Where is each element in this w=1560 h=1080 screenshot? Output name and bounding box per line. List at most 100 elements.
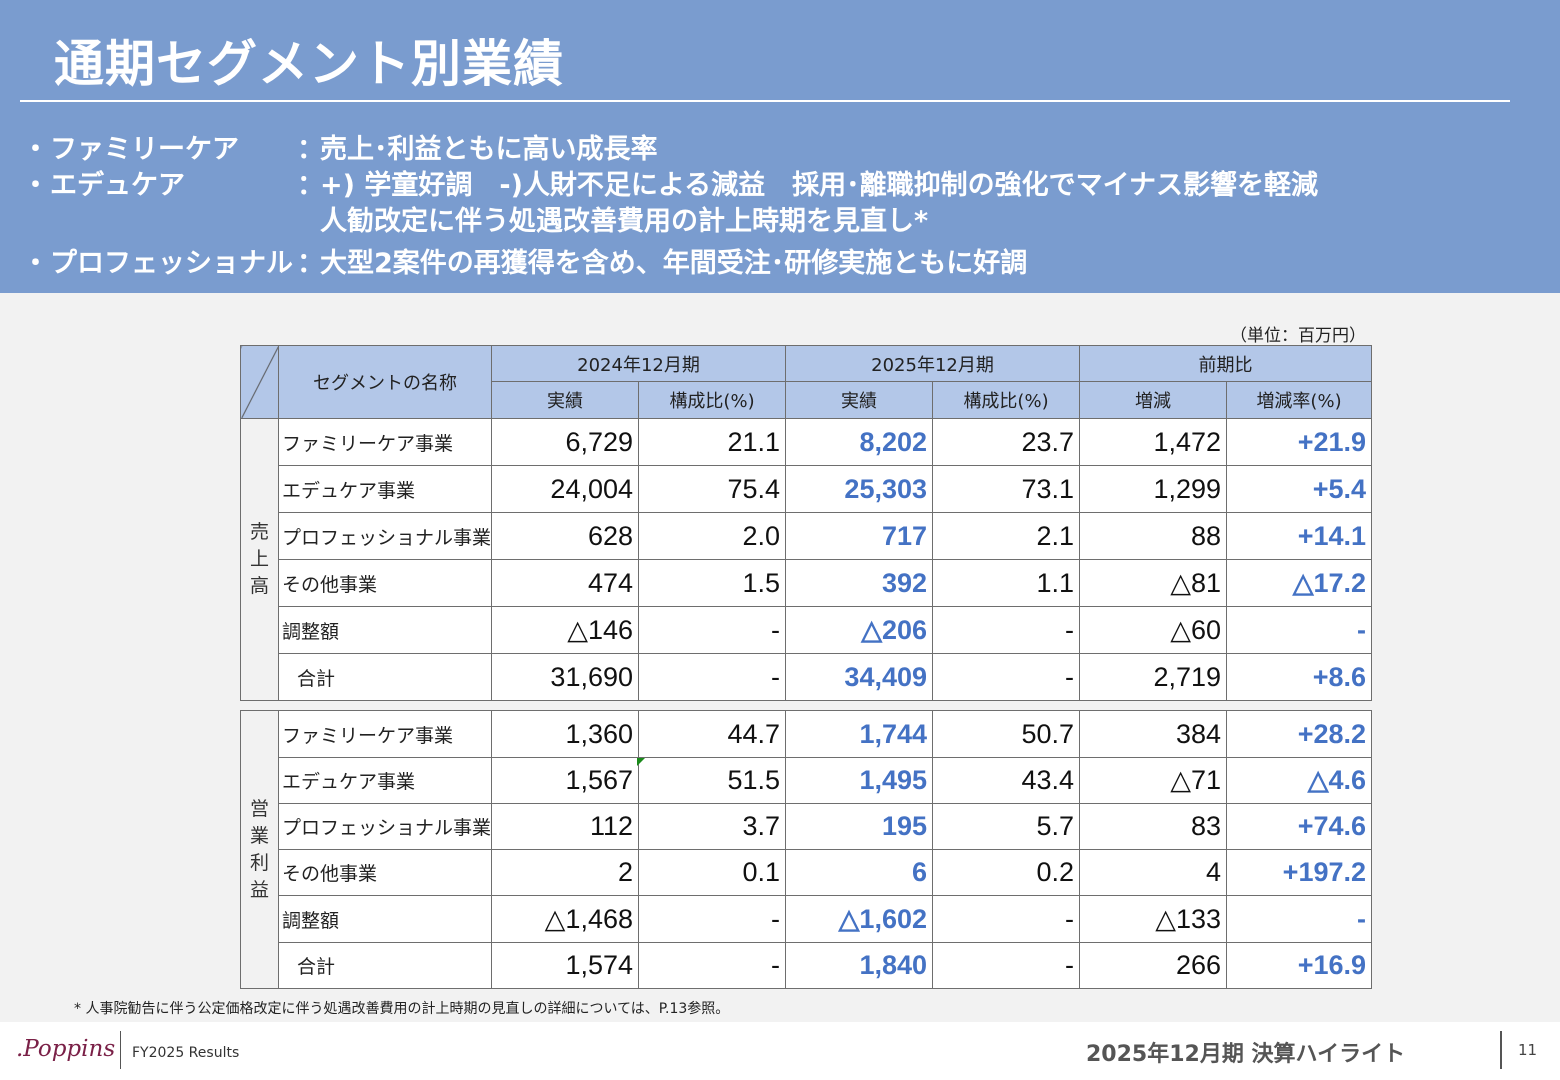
actual-2024: 112 [491,803,640,850]
change: 83 [1079,803,1228,850]
bullet-dot: ・ [22,248,49,279]
ratio-2024: 2.0 [638,512,787,560]
header-period-2024: 2024年12月期 [491,345,787,382]
change: 2,719 [1079,653,1228,701]
footer [0,1022,1560,1080]
change-rate: +14.1 [1226,512,1373,560]
header-band [0,0,1560,293]
cell-comment-marker [637,758,645,766]
footnote: * 人事院勧告に伴う公定価格改定に伴う処遇改善費用の計上時期の見直しの詳細につい… [74,1001,730,1017]
actual-2024: 6,729 [491,418,640,466]
table-row: エデュケア事業 24,004 75.4 25,303 73.1 1,299 +5… [241,465,1373,513]
change-rate: +8.6 [1226,653,1373,701]
unit-note: （単位：百万円） [1230,326,1366,346]
ratio-2024: 1.5 [638,559,787,607]
row-name: その他事業 [277,849,493,896]
row-name: 調整額 [277,895,493,943]
actual-2025: 1,840 [785,942,934,989]
change: 1,299 [1079,465,1228,513]
ratio-2024: 21.1 [638,418,787,466]
table-row: 調整額 △146 - △206 - △60 - [241,606,1373,654]
actual-2024: 24,004 [491,465,640,513]
bullet-text: 人勧改定に伴う処遇改善費用の計上時期を見直し* [320,206,929,237]
ratio-2024: 44.7 [638,710,787,758]
change-rate: +74.6 [1226,803,1373,850]
actual-2025: 717 [785,512,934,560]
change: △133 [1079,895,1228,943]
table-row: その他事業 474 1.5 392 1.1 △81 △17.2 [241,559,1373,607]
title-divider [20,100,1510,102]
table-row-total: 合計 1,574 - 1,840 - 266 +16.9 [241,942,1373,989]
header-change: 増減 [1079,381,1228,419]
change-rate: +197.2 [1226,849,1373,896]
ratio-2024: - [638,942,787,989]
change-rate: +28.2 [1226,710,1373,758]
row-name: 合計 [277,942,493,989]
footer-highlight-title: 2025年12月期 決算ハイライト [1086,1042,1406,1067]
ratio-2025: 0.2 [932,849,1081,896]
bullet-name: プロフェッショナル [50,248,293,279]
change: 1,472 [1079,418,1228,466]
row-name: エデュケア事業 [277,757,493,804]
row-name: ファミリーケア事業 [277,710,493,758]
row-name: プロフェッショナル事業 [277,803,493,850]
bullet-name: ファミリーケア [50,134,239,165]
section-label-char: 上 [249,548,269,570]
table-row: その他事業 2 0.1 6 0.2 4 +197.2 [241,849,1373,896]
actual-2025: △1,602 [785,895,934,943]
change-rate: - [1226,895,1373,943]
section-label-char: 売 [249,521,269,543]
actual-2025: 195 [785,803,934,850]
bullet-text: +) 学童好調 -)人財不足による減益 採用･離職抑制の強化でマイナス影響を軽減 [320,170,1319,201]
bullet-dot: ・ [22,134,49,165]
change: 88 [1079,512,1228,560]
ratio-2024: - [638,895,787,943]
company-logo: .Poppins [16,1036,116,1062]
header-change-rate: 増減率(%) [1226,381,1373,419]
change-rate: - [1226,606,1373,654]
ratio-2025: 5.7 [932,803,1081,850]
actual-2025: 392 [785,559,934,607]
change-rate: +5.4 [1226,465,1373,513]
change: 4 [1079,849,1228,896]
actual-2024: 1,360 [491,710,640,758]
actual-2024: 628 [491,512,640,560]
actual-2025: 6 [785,849,934,896]
row-name: プロフェッショナル事業 [277,512,493,560]
ratio-2024: - [638,653,787,701]
row-name: その他事業 [277,559,493,607]
ratio-2025: 43.4 [932,757,1081,804]
footer-divider [1500,1031,1502,1069]
footer-divider [120,1031,121,1069]
actual-2025: △206 [785,606,934,654]
bullet-colon: ： [297,248,324,279]
ratio-2025: - [932,606,1081,654]
actual-2024: 31,690 [491,653,640,701]
ratio-2025: - [932,895,1081,943]
row-name: エデュケア事業 [277,465,493,513]
page-number: 11 [1518,1041,1538,1059]
ratio-2025: 23.7 [932,418,1081,466]
bullet-text: 大型2案件の再獲得を含め、年間受注･研修実施ともに好調 [320,248,1028,279]
bullet-text: 売上･利益ともに高い成長率 [320,134,658,165]
ratio-2024: 3.7 [638,803,787,850]
header-period-2025: 2025年12月期 [785,345,1081,382]
table-row: 調整額 △1,468 - △1,602 - △133 - [241,895,1373,943]
section-label-char: 業 [249,824,269,847]
ratio-2025: 73.1 [932,465,1081,513]
row-name: ファミリーケア事業 [277,418,493,466]
section-label-char: 益 [249,878,269,901]
table-row: 営 業 利 益 ファミリーケア事業 1,360 44.7 1,744 50.7 … [240,710,1373,989]
row-name: 調整額 [277,606,493,654]
bullet-colon: ： [297,134,324,165]
header-yoy: 前期比 [1079,345,1373,382]
row-name: 合計 [277,653,493,701]
actual-2025: 34,409 [785,653,934,701]
actual-2024: 2 [491,849,640,896]
change: 266 [1079,942,1228,989]
ratio-2024: 0.1 [638,849,787,896]
actual-2024: △1,468 [491,895,640,943]
table-row: 売 上 高 ファミリーケア事業 6,729 21.1 8,202 23.7 1,… [240,418,1373,701]
section-label-operating-profit: 営 業 利 益 [240,710,279,989]
ratio-2024: - [638,606,787,654]
